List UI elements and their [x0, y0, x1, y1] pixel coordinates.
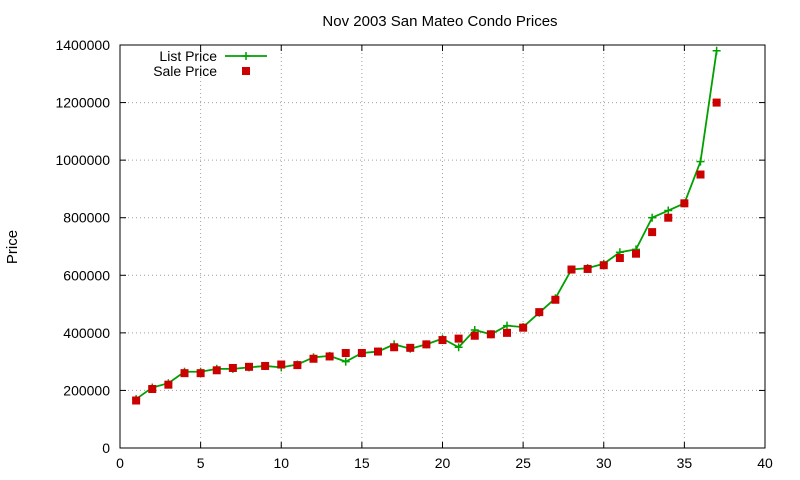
sale-price-point — [132, 396, 141, 405]
sale-price-point — [680, 199, 689, 208]
sale-price-point — [325, 352, 334, 361]
plot-frame — [119, 44, 766, 449]
y-tick-label: 800000 — [63, 210, 110, 226]
list-price-point — [664, 206, 673, 215]
legend-label-sale-price: Sale Price — [153, 63, 217, 79]
list-price-point — [648, 213, 657, 222]
sale-price-point — [357, 349, 366, 358]
sale-price-point — [535, 308, 544, 317]
legend-marker-sale-price — [242, 67, 250, 75]
sale-price-point — [567, 265, 576, 274]
y-tick-label: 1200000 — [55, 95, 110, 111]
y-tick-label: 600000 — [63, 267, 110, 283]
x-tick-label: 10 — [273, 455, 289, 471]
sale-price-point — [664, 213, 673, 222]
x-tick-label: 35 — [677, 455, 693, 471]
sale-price-point — [486, 330, 495, 339]
sale-price-point — [390, 343, 399, 352]
sale-price-point — [228, 363, 237, 372]
sale-price-point — [551, 295, 560, 304]
sale-price-point — [261, 361, 270, 370]
list-price-point — [341, 357, 350, 366]
x-tick-label: 30 — [596, 455, 612, 471]
sale-price-point — [309, 354, 318, 363]
legend: List Price Sale Price — [153, 48, 267, 79]
sale-price-point — [180, 369, 189, 378]
ticks: 0 5 10 15 20 25 30 35 40 0 200000 400000 600000 80000… — [55, 37, 773, 471]
sale-price-point — [406, 343, 415, 352]
sale-price-point — [615, 254, 624, 263]
sale-price-point — [277, 360, 286, 369]
grid — [120, 45, 765, 448]
sale-price-point — [422, 340, 431, 349]
sale-price-point — [245, 362, 253, 371]
sale-price-point — [632, 249, 640, 258]
sale-price-point — [374, 347, 382, 356]
sale-price-point — [599, 261, 608, 270]
list-price-point — [454, 343, 463, 352]
sale-price-point — [164, 380, 173, 389]
y-tick-label: 1400000 — [55, 37, 110, 53]
y-tick-label: 0 — [102, 440, 110, 456]
x-tick-label: 15 — [354, 455, 370, 471]
sale-price-point — [148, 384, 157, 393]
sale-price-point — [438, 336, 447, 345]
y-tick-label: 1000000 — [55, 152, 110, 168]
legend-marker-list-price — [242, 52, 250, 60]
sale-price-point — [519, 323, 528, 332]
sale-price-point — [454, 334, 463, 343]
list-price-point — [503, 321, 511, 330]
sale-price-point — [212, 366, 221, 375]
x-tick-label: 5 — [197, 455, 205, 471]
sale-price-point — [503, 328, 511, 337]
x-tick-label: 25 — [515, 455, 531, 471]
chart-title: Nov 2003 San Mateo Condo Prices — [322, 13, 557, 30]
sale-price-point — [196, 369, 205, 378]
x-tick-label: 20 — [435, 455, 451, 471]
sale-price-point — [583, 264, 592, 273]
legend-label-list-price: List Price — [159, 48, 217, 64]
sale-price-point — [648, 228, 657, 237]
sale-price-point — [293, 361, 302, 370]
sale-price-point — [696, 170, 705, 179]
y-axis-label: Price — [4, 230, 21, 264]
y-tick-label: 400000 — [63, 325, 110, 341]
list-price-point — [712, 46, 721, 55]
list-price-point — [696, 157, 705, 166]
sale-price-point — [341, 349, 350, 358]
sale-price-point — [470, 331, 479, 340]
sale-price-point — [712, 98, 721, 107]
x-tick-label: 40 — [757, 455, 773, 471]
x-tick-label: 0 — [116, 455, 124, 471]
y-tick-label: 200000 — [63, 382, 110, 398]
plot-area — [132, 46, 721, 405]
